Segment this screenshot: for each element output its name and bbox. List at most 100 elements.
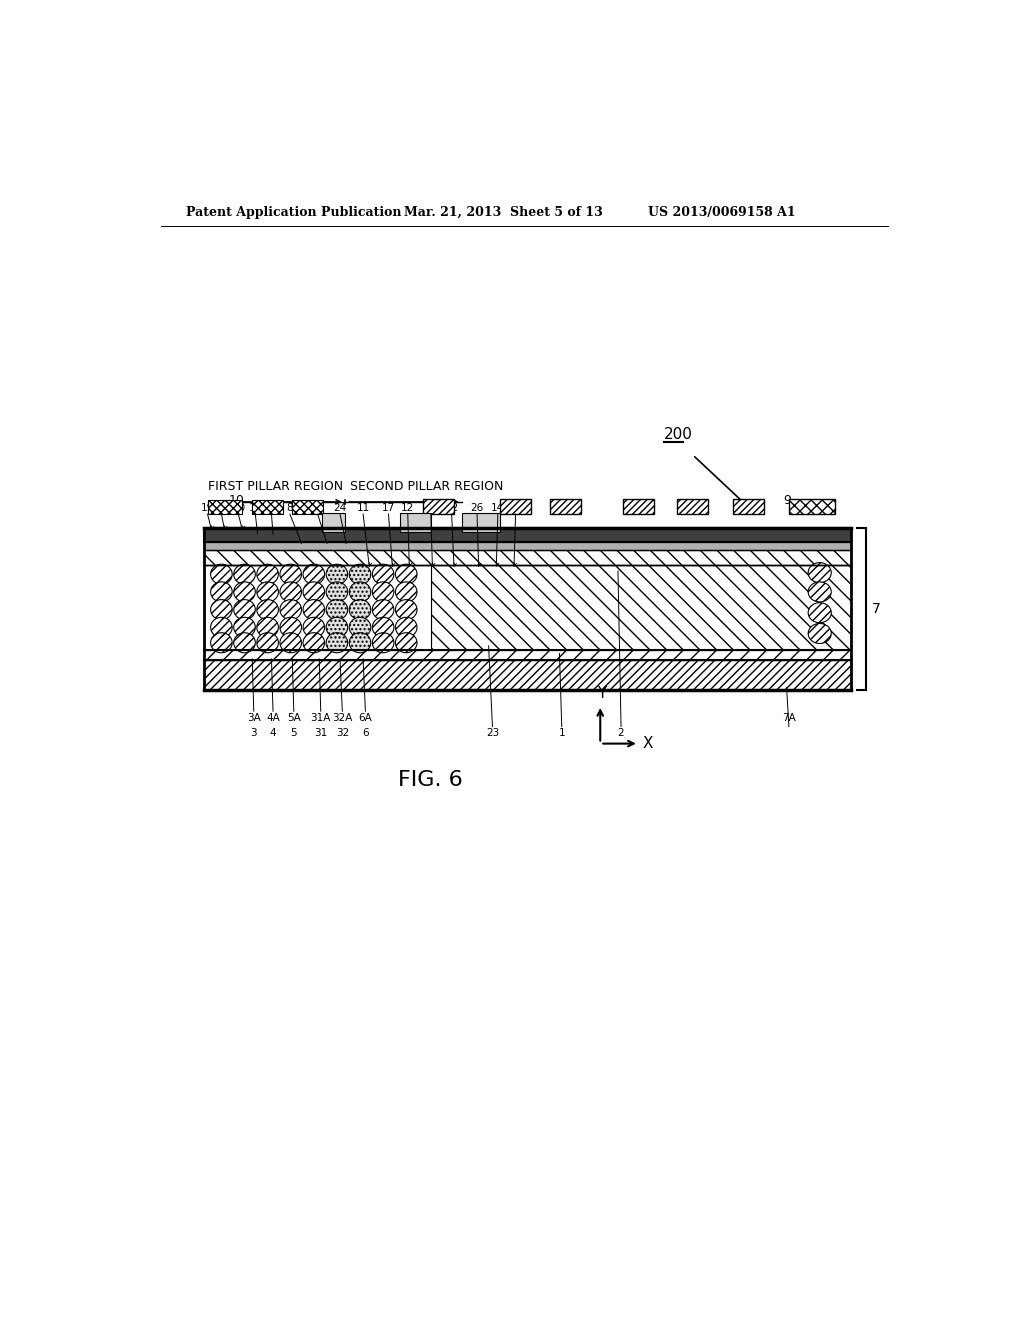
Bar (431, 565, 851, 649)
Text: Y: Y (597, 686, 606, 701)
Text: 4: 4 (269, 729, 276, 738)
Ellipse shape (303, 599, 325, 619)
Ellipse shape (233, 582, 255, 602)
Text: 13: 13 (215, 503, 228, 512)
Text: FIG. 6: FIG. 6 (398, 770, 463, 789)
Text: 24: 24 (334, 503, 347, 512)
Ellipse shape (303, 564, 325, 585)
Ellipse shape (233, 599, 255, 619)
Bar (252, 500, 283, 515)
Bar (624, 499, 654, 515)
Ellipse shape (395, 618, 417, 638)
Ellipse shape (257, 582, 279, 602)
Bar (204, 649, 851, 660)
Text: Patent Application Publication: Patent Application Publication (186, 206, 401, 219)
Text: 3A: 3A (247, 713, 261, 723)
Bar (624, 499, 654, 515)
Bar (208, 500, 243, 515)
Text: 9: 9 (783, 494, 792, 507)
Text: 10: 10 (229, 494, 245, 507)
Ellipse shape (808, 603, 831, 623)
Ellipse shape (303, 582, 325, 602)
Ellipse shape (303, 618, 325, 638)
Ellipse shape (257, 618, 279, 638)
Bar (322, 512, 345, 532)
Text: 17: 17 (382, 503, 395, 512)
Text: 5: 5 (291, 729, 297, 738)
Bar (500, 499, 531, 515)
Bar (788, 499, 836, 515)
Bar (208, 500, 243, 515)
Text: FIRST PILLAR REGION: FIRST PILLAR REGION (208, 480, 343, 494)
Bar (204, 528, 851, 541)
Ellipse shape (280, 599, 301, 619)
Ellipse shape (211, 582, 232, 602)
Ellipse shape (211, 564, 232, 585)
Text: Mar. 21, 2013  Sheet 5 of 13: Mar. 21, 2013 Sheet 5 of 13 (403, 206, 603, 219)
Ellipse shape (211, 632, 232, 653)
Bar (204, 660, 851, 689)
Ellipse shape (280, 618, 301, 638)
Ellipse shape (349, 632, 371, 653)
Ellipse shape (349, 618, 371, 638)
Text: 31A: 31A (310, 713, 331, 723)
Text: 14: 14 (492, 503, 505, 512)
Text: 32: 32 (336, 729, 349, 738)
Text: 16: 16 (311, 503, 325, 512)
Bar (423, 499, 454, 515)
Ellipse shape (280, 564, 301, 585)
Bar (788, 499, 836, 515)
Ellipse shape (395, 582, 417, 602)
Text: 31: 31 (314, 729, 328, 738)
Ellipse shape (233, 564, 255, 585)
Bar (204, 549, 851, 565)
Ellipse shape (395, 564, 417, 585)
Text: 8: 8 (287, 503, 293, 512)
Text: 3: 3 (251, 729, 257, 738)
Ellipse shape (349, 582, 371, 602)
Bar (423, 499, 454, 515)
Bar (204, 660, 851, 689)
Bar (204, 543, 851, 549)
Bar (677, 499, 708, 515)
Ellipse shape (808, 582, 831, 602)
Bar (500, 499, 531, 515)
Text: 6A: 6A (358, 713, 373, 723)
Ellipse shape (280, 582, 301, 602)
Ellipse shape (808, 623, 831, 644)
Bar (431, 565, 851, 649)
Ellipse shape (257, 632, 279, 653)
Ellipse shape (373, 599, 394, 619)
Text: 11: 11 (356, 503, 370, 512)
Text: 6: 6 (362, 729, 369, 738)
Ellipse shape (233, 618, 255, 638)
Text: 1: 1 (558, 729, 565, 738)
Bar (733, 499, 764, 515)
Bar (204, 649, 851, 660)
Text: 15: 15 (249, 503, 262, 512)
Text: 2: 2 (617, 729, 625, 738)
Ellipse shape (326, 632, 348, 653)
Text: X: X (643, 737, 653, 751)
Ellipse shape (373, 582, 394, 602)
Bar (550, 499, 581, 515)
Ellipse shape (808, 562, 831, 582)
Ellipse shape (349, 599, 371, 619)
Ellipse shape (211, 618, 232, 638)
Ellipse shape (326, 582, 348, 602)
Text: 4A: 4A (266, 713, 280, 723)
Bar (252, 500, 283, 515)
Ellipse shape (257, 564, 279, 585)
Ellipse shape (233, 632, 255, 653)
Text: 200: 200 (665, 426, 693, 442)
Text: 5A: 5A (287, 713, 301, 723)
Text: 21: 21 (265, 503, 279, 512)
Ellipse shape (395, 632, 417, 653)
Text: 22: 22 (445, 503, 459, 512)
Text: SECOND PILLAR REGION: SECOND PILLAR REGION (350, 480, 504, 494)
Text: 19: 19 (201, 503, 214, 512)
Bar (550, 499, 581, 515)
Bar (733, 499, 764, 515)
Text: US 2013/0069158 A1: US 2013/0069158 A1 (648, 206, 796, 219)
Ellipse shape (257, 599, 279, 619)
